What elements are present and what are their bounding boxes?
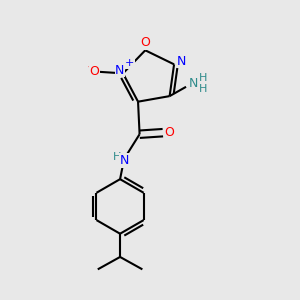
Text: O: O (165, 126, 175, 139)
Text: N: N (115, 64, 124, 77)
Text: -: - (87, 61, 92, 75)
Text: N: N (120, 154, 129, 167)
Text: O: O (89, 65, 99, 78)
Text: H: H (199, 74, 207, 83)
Text: H: H (199, 84, 207, 94)
Text: N: N (189, 77, 199, 90)
Text: H: H (113, 152, 122, 162)
Text: +: + (125, 58, 134, 68)
Text: N: N (177, 55, 187, 68)
Text: O: O (140, 36, 150, 49)
